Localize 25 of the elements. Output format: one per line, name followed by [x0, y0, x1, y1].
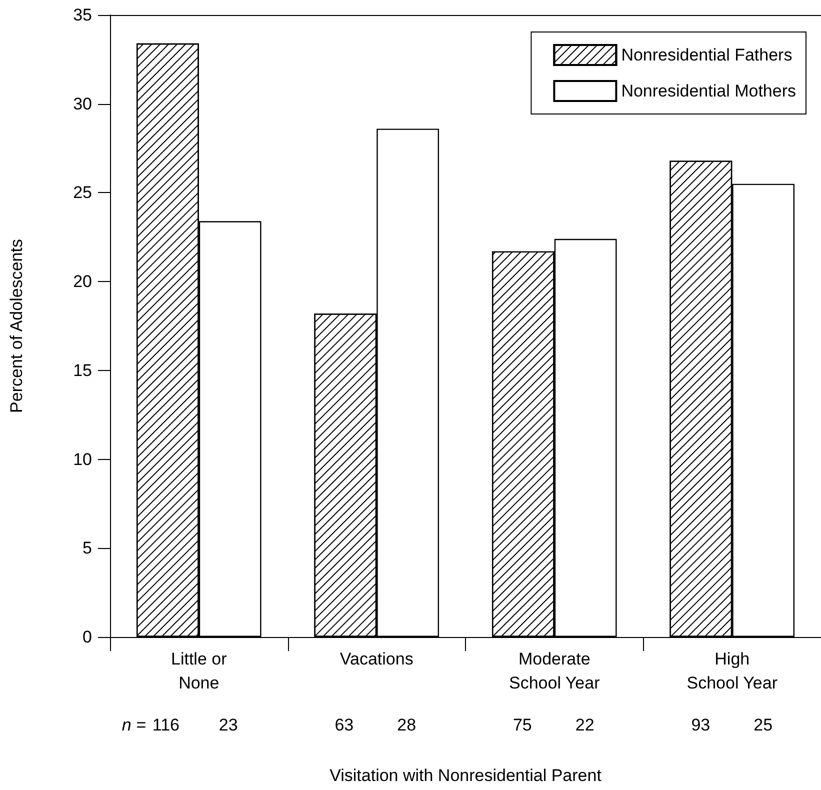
x-tick-label: High School Year	[686, 650, 778, 692]
y-tick-label: 15	[73, 360, 92, 380]
text: 75	[512, 716, 532, 734]
x-axis-title: Visitation with Nonresidential Parent	[330, 766, 602, 785]
x-tick-label: Little or None	[171, 650, 228, 692]
y-tick-label: 0	[82, 628, 92, 646]
text: 28	[397, 716, 416, 734]
y-axis-title: Percent of Adolescents	[7, 239, 26, 413]
legend-label: Nonresidential Mothers	[621, 82, 796, 100]
text: n =	[122, 716, 146, 734]
y-tick-label: 35	[73, 6, 92, 24]
x-tick-label: Vacations	[340, 650, 414, 668]
text: 25	[754, 716, 773, 734]
text: 116	[152, 716, 180, 734]
text: 93	[691, 716, 710, 734]
y-tick-label: 20	[73, 272, 92, 292]
legend-label: Nonresidential Fathers	[621, 46, 792, 64]
text: 22	[575, 716, 594, 734]
text: 63	[334, 716, 354, 734]
y-tick-label: 30	[73, 94, 92, 114]
y-tick-label: 5	[82, 538, 92, 558]
y-tick-label: 25	[73, 183, 92, 202]
text: 23	[218, 716, 238, 734]
y-tick-label: 10	[73, 450, 92, 469]
x-tick-label: Moderate School Year	[509, 650, 600, 692]
